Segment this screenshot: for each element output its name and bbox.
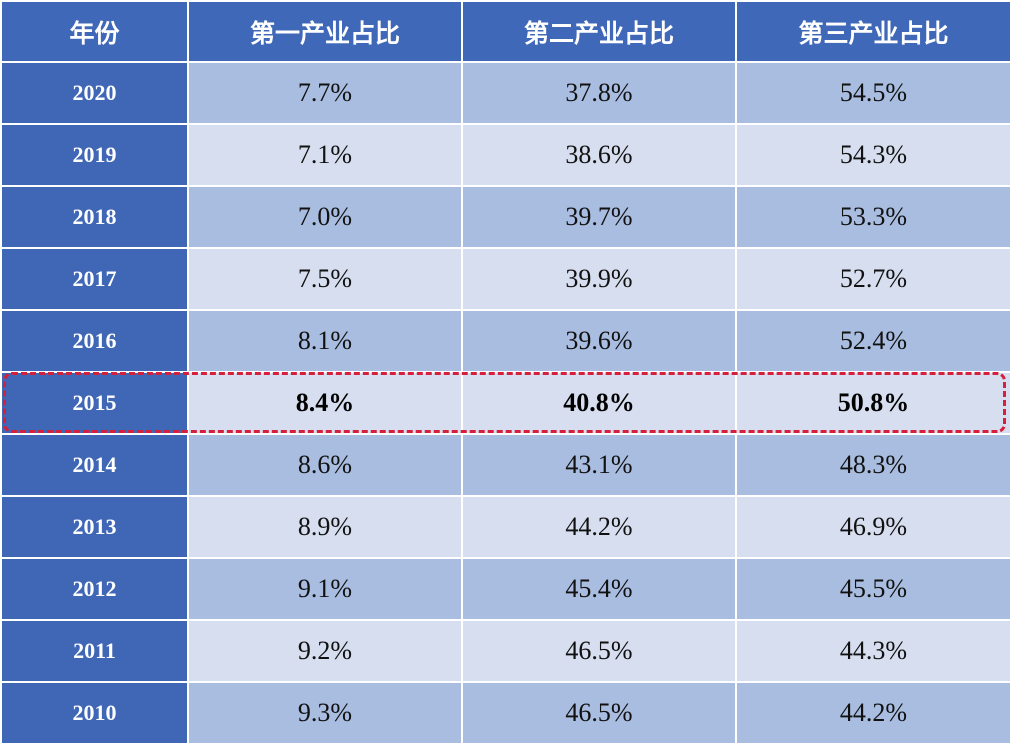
table-row: 2019 7.1% 38.6% 54.3% xyxy=(0,123,1012,187)
secondary-share-cell: 40.8% xyxy=(461,371,737,435)
primary-share-cell: 9.3% xyxy=(187,681,463,745)
tertiary-share-cell: 53.3% xyxy=(735,185,1012,249)
table-row: 2010 9.3% 46.5% 44.2% xyxy=(0,681,1012,745)
tertiary-share-cell: 44.2% xyxy=(735,681,1012,745)
secondary-share-cell: 39.7% xyxy=(461,185,737,249)
secondary-share-cell: 46.5% xyxy=(461,681,737,745)
secondary-share-cell: 39.6% xyxy=(461,309,737,373)
secondary-share-cell: 46.5% xyxy=(461,619,737,683)
header-secondary-share: 第二产业占比 xyxy=(461,0,737,63)
tertiary-share-cell: 54.3% xyxy=(735,123,1012,187)
year-cell: 2017 xyxy=(0,247,189,311)
tertiary-share-cell: 54.5% xyxy=(735,61,1012,125)
primary-share-cell: 9.1% xyxy=(187,557,463,621)
primary-share-cell: 7.0% xyxy=(187,185,463,249)
year-cell: 2013 xyxy=(0,495,189,559)
secondary-share-cell: 39.9% xyxy=(461,247,737,311)
year-cell: 2015 xyxy=(0,371,189,435)
table-row: 2014 8.6% 43.1% 48.3% xyxy=(0,433,1012,497)
table-body: 2020 7.7% 37.8% 54.5% 2019 7.1% 38.6% 54.3% 2018… xyxy=(0,61,1012,745)
year-cell: 2020 xyxy=(0,61,189,125)
primary-share-cell: 8.6% xyxy=(187,433,463,497)
secondary-share-cell: 45.4% xyxy=(461,557,737,621)
table-row: 2016 8.1% 39.6% 52.4% xyxy=(0,309,1012,373)
table-row: 2020 7.7% 37.8% 54.5% xyxy=(0,61,1012,125)
secondary-share-cell: 38.6% xyxy=(461,123,737,187)
primary-share-cell: 8.4% xyxy=(187,371,463,435)
table-row: 2013 8.9% 44.2% 46.9% xyxy=(0,495,1012,559)
header-year: 年份 xyxy=(0,0,189,63)
year-cell: 2018 xyxy=(0,185,189,249)
secondary-share-cell: 37.8% xyxy=(461,61,737,125)
year-cell: 2019 xyxy=(0,123,189,187)
primary-share-cell: 7.7% xyxy=(187,61,463,125)
tertiary-share-cell: 52.4% xyxy=(735,309,1012,373)
table-row: 2011 9.2% 46.5% 44.3% xyxy=(0,619,1012,683)
primary-share-cell: 8.9% xyxy=(187,495,463,559)
primary-share-cell: 7.5% xyxy=(187,247,463,311)
table-row: 2017 7.5% 39.9% 52.7% xyxy=(0,247,1012,311)
header-tertiary-share: 第三产业占比 xyxy=(735,0,1012,63)
year-cell: 2016 xyxy=(0,309,189,373)
tertiary-share-cell: 45.5% xyxy=(735,557,1012,621)
tertiary-share-cell: 44.3% xyxy=(735,619,1012,683)
header-primary-share: 第一产业占比 xyxy=(187,0,463,63)
year-cell: 2011 xyxy=(0,619,189,683)
primary-share-cell: 7.1% xyxy=(187,123,463,187)
year-cell: 2010 xyxy=(0,681,189,745)
primary-share-cell: 9.2% xyxy=(187,619,463,683)
year-cell: 2012 xyxy=(0,557,189,621)
table-row: 2018 7.0% 39.7% 53.3% xyxy=(0,185,1012,249)
secondary-share-cell: 44.2% xyxy=(461,495,737,559)
secondary-share-cell: 43.1% xyxy=(461,433,737,497)
header-row: 年份 第一产业占比 第二产业占比 第三产业占比 xyxy=(0,0,1012,63)
tertiary-share-cell: 46.9% xyxy=(735,495,1012,559)
primary-share-cell: 8.1% xyxy=(187,309,463,373)
tertiary-share-cell: 52.7% xyxy=(735,247,1012,311)
table-row: 2012 9.1% 45.4% 45.5% xyxy=(0,557,1012,621)
tertiary-share-cell: 50.8% xyxy=(735,371,1012,435)
table-row: 2015 8.4% 40.8% 50.8% xyxy=(0,371,1012,435)
year-cell: 2014 xyxy=(0,433,189,497)
tertiary-share-cell: 48.3% xyxy=(735,433,1012,497)
